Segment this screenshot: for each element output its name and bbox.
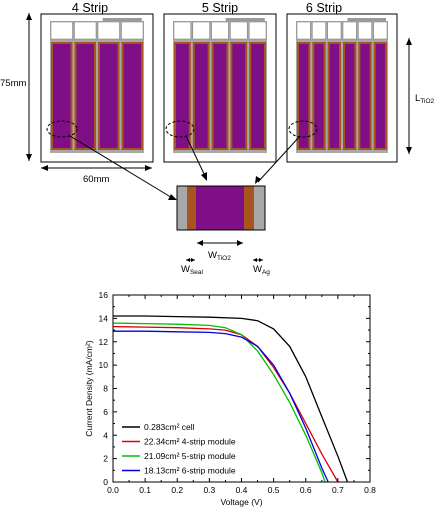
strip-tio2 [251,44,264,148]
module-panels [40,13,398,163]
y-tick-label: 14 [99,313,109,323]
y-tick-label: 0 [103,477,108,487]
strip-contact-pad [373,21,388,40]
strip-tio2 [299,44,309,148]
x-axis-label: Voltage (V) [220,497,262,507]
series-line-1 [112,325,339,483]
x-tick-label: 0.3 [203,485,215,495]
strip-tio2 [345,44,355,148]
legend-label: 18.13cm² 6-strip module [144,466,236,476]
length-dimension [406,38,412,154]
strip-tio2 [232,44,246,148]
panel-title-6-strip: 6 Strip [306,1,342,15]
detail-dimensions [186,240,263,262]
y-tick-label: 10 [99,360,109,370]
y-tick-label: 6 [103,407,108,417]
width-dimension [41,165,152,171]
strip-contact-pad [248,21,267,40]
strip-contact-pad [358,21,372,40]
silver-contact [296,21,388,153]
height-label: 75mm [0,78,26,89]
strip-tio2 [194,44,208,148]
zoom-callouts [46,120,318,200]
panel-title-4-strip: 4 Strip [72,1,108,15]
legend-label: 22.34cm² 4-strip module [144,437,236,447]
strip-tio2 [53,44,71,148]
x-tick-label: 0.7 [332,485,344,495]
legend-label: 21.09cm² 5-strip module [144,451,236,461]
top-bar [102,18,142,21]
x-tick-label: 0.8 [364,485,376,495]
strip-tio2 [123,44,141,148]
y-axis-label: Current Density (mA/cm²) [84,340,94,437]
strip-tio2 [360,44,370,148]
w-seal-label: WSeal [181,264,204,276]
width-label: 60mm [83,174,109,185]
legend-label: 0.283cm² cell [144,422,195,432]
strip-contact-pad [211,21,229,40]
strip-contact-pad [342,21,357,40]
module-6-strip [286,13,398,163]
strip-detail [176,185,266,231]
x-tick-label: 0.1 [139,485,151,495]
module-4-strip [40,13,154,163]
legend: 0.283cm² cell 22.34cm² 4-strip module 21.0… [122,422,236,476]
strip-contact-pad [230,21,248,40]
panel-title-5-strip: 5 Strip [202,1,238,15]
series-line-3 [113,330,329,483]
strip-contact-pad [121,21,144,40]
x-tick-label: 0.0 [107,485,119,495]
strip-tio2 [213,44,227,148]
strip-contact-pad [296,21,311,40]
strip-contact-pad [97,21,120,40]
x-tick-label: 0.5 [268,485,280,495]
jv-chart: 0.0 0.1 0.2 0.3 0.4 0.5 0.6 0.7 0.8 0 2 4 6 8 10 12 14 16… [84,290,376,507]
y-tick-label: 16 [99,290,109,300]
y-tick-label: 8 [103,384,108,394]
x-tick-label: 0.4 [236,485,248,495]
strip-contact-pad [173,21,192,40]
w-tio2-label: WTiO2 [208,250,231,262]
length-label: LTiO2 [415,93,435,105]
strip-contact-pad [327,21,342,40]
series-line-0 [113,315,349,483]
strip-tio2 [329,44,339,148]
strip-contact-pad [50,21,73,40]
strip-contact-pad [192,21,210,40]
top-bar [347,18,386,21]
strip-tio2 [375,44,385,148]
strip-contact-pad [74,21,97,40]
w-ag-label: WAg [253,264,270,276]
height-dimension [26,13,32,161]
strip-tio2 [100,44,118,148]
y-tick-label: 4 [103,430,108,440]
strip-contact-pad [312,21,326,40]
strip-tio2 [76,44,94,148]
series-line-2 [112,322,326,483]
zoom-arrowheads [168,172,261,200]
x-tick-label: 0.6 [300,485,312,495]
y-tick-label: 2 [103,454,108,464]
module-5-strip [163,13,277,163]
strip-tio2 [314,44,324,148]
strip-tio2 [176,44,189,148]
top-bar [225,18,265,21]
x-tick-label: 0.2 [171,485,183,495]
y-tick-label: 12 [99,337,109,347]
